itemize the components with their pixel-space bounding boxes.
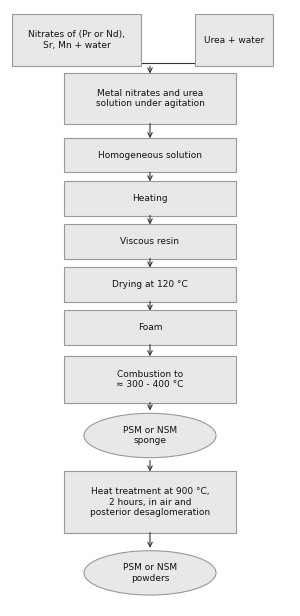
Text: PSM or NSM
powders: PSM or NSM powders [123,563,177,583]
Text: Foam: Foam [138,323,162,332]
Text: Viscous resin: Viscous resin [121,237,179,246]
FancyBboxPatch shape [64,181,236,216]
FancyBboxPatch shape [64,267,236,302]
Ellipse shape [84,413,216,458]
FancyBboxPatch shape [64,310,236,345]
Text: Nitrates of (Pr or Nd),
Sr, Mn + water: Nitrates of (Pr or Nd), Sr, Mn + water [28,30,125,50]
Text: Combustion to
≈ 300 - 400 °C: Combustion to ≈ 300 - 400 °C [116,370,184,389]
Text: Heating: Heating [132,194,168,203]
Text: Metal nitrates and urea
solution under agitation: Metal nitrates and urea solution under a… [96,89,204,108]
FancyBboxPatch shape [64,138,236,172]
Text: Heat treatment at 900 °C,
2 hours, in air and
posterior desaglomeration: Heat treatment at 900 °C, 2 hours, in ai… [90,487,210,517]
Ellipse shape [84,551,216,595]
Text: Drying at 120 °C: Drying at 120 °C [112,280,188,289]
FancyBboxPatch shape [64,224,236,259]
FancyBboxPatch shape [12,14,141,66]
Text: Urea + water: Urea + water [204,36,264,44]
Text: PSM or NSM
sponge: PSM or NSM sponge [123,426,177,445]
FancyBboxPatch shape [64,73,236,124]
FancyBboxPatch shape [195,14,273,66]
FancyBboxPatch shape [64,356,236,403]
FancyBboxPatch shape [64,471,236,533]
Text: Homogeneous solution: Homogeneous solution [98,151,202,160]
